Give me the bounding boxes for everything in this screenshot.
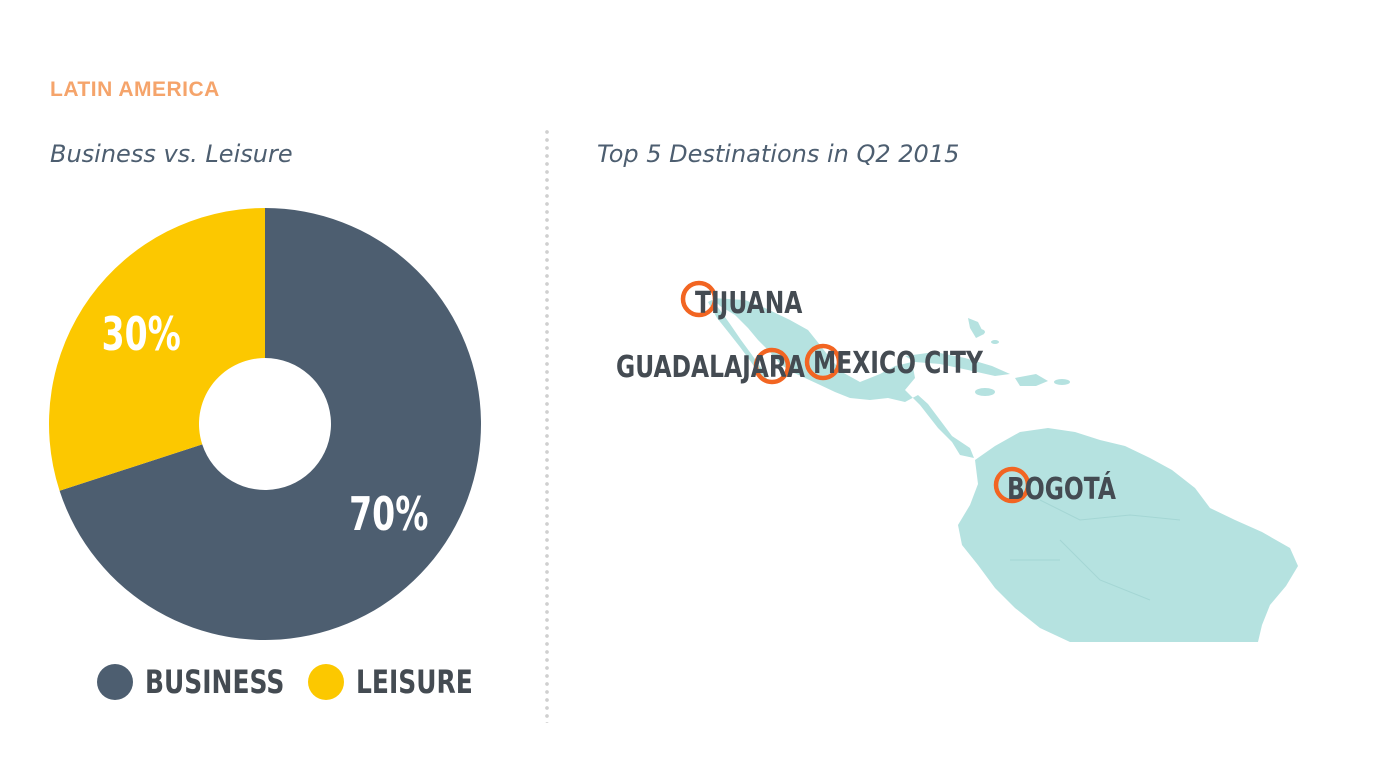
- map-title: Top 5 Destinations in Q2 2015: [597, 140, 960, 168]
- map-border-1: [1039, 499, 1181, 521]
- city-label-guadalajara: GUADALAJARA: [616, 350, 805, 385]
- map-land-florida: [968, 318, 984, 338]
- marker-guadalajara: [753, 347, 791, 385]
- donut-slice-leisure: [48, 208, 265, 491]
- legend-label-leisure: LEISURE: [356, 663, 473, 701]
- map-markers: [680, 280, 1031, 504]
- map-land-jamaica: [975, 388, 995, 396]
- map-land-puerto-rico: [1054, 379, 1070, 385]
- marker-mexico-city: [804, 343, 842, 381]
- map-land-mexico-central-america: [712, 298, 974, 458]
- marker-tijuana: [680, 280, 718, 318]
- city-label-tijuana: TIJUANA: [695, 286, 803, 321]
- map-city-labels: TIJUANA GUADALAJARA MEXICO CITY BOGOTÁ: [616, 286, 1116, 507]
- map-land-hispaniola: [1015, 374, 1048, 386]
- legend-item-business: BUSINESS: [97, 660, 324, 704]
- map-land-cuba: [905, 352, 1010, 376]
- dotted-divider: [545, 128, 549, 723]
- donut-slice-business: [59, 208, 482, 640]
- map-borders: [1010, 499, 1181, 601]
- donut-label-leisure: 30%: [102, 309, 181, 362]
- region-title: LATIN AMERICA: [50, 78, 220, 101]
- city-label-bogota: BOGOTÁ: [1007, 471, 1116, 507]
- legend-swatch-business: [97, 664, 133, 700]
- map-land-bahamas-2: [991, 340, 999, 344]
- map-land-baja: [708, 300, 768, 381]
- map-land: [708, 298, 1298, 642]
- map-land-south-america: [958, 428, 1298, 642]
- legend-item-leisure: LEISURE: [308, 660, 506, 704]
- legend-label-business: BUSINESS: [145, 663, 285, 701]
- map-border-2: [1059, 539, 1151, 601]
- legend-swatch-leisure: [308, 664, 344, 700]
- donut-label-business: 70%: [349, 489, 428, 542]
- marker-bogota: [993, 466, 1031, 504]
- pie-chart-title: Business vs. Leisure: [50, 140, 293, 168]
- city-label-mexico-city: MEXICO CITY: [813, 346, 983, 381]
- donut-chart: 70% 30%: [48, 208, 482, 640]
